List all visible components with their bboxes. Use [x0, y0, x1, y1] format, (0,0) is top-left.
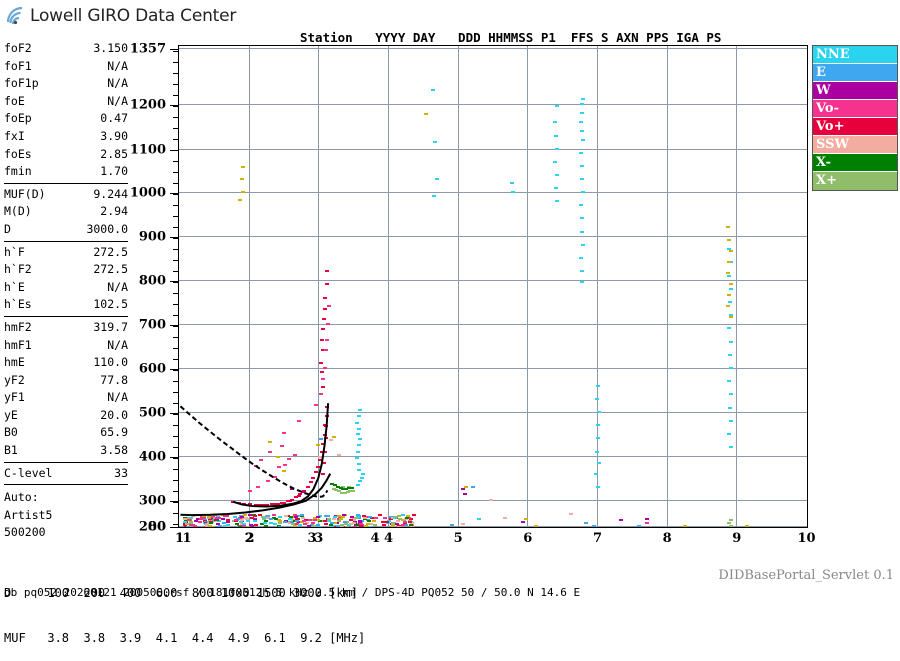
muf-index-number: 1: [182, 531, 191, 546]
ionogram-plot[interactable]: [178, 45, 808, 528]
muf-index-row: 1 2 3 4: [0, 531, 900, 549]
file-footnote: db pq052 20260121 200500.rsf / 181fx512h…: [4, 586, 580, 599]
ordinary-trace-curve: [233, 403, 328, 506]
legend-item-x[interactable]: X-: [813, 154, 897, 172]
muf-dashed-curve: [180, 406, 327, 497]
y-tick-label: 1200: [130, 97, 166, 112]
y-tick-label: 1100: [130, 142, 166, 157]
legend-item-vo[interactable]: Vo-: [813, 100, 897, 118]
muf-table: D 100 200 400 600 800 1000 1500 3000 [km…: [4, 556, 365, 661]
legend-item-nne[interactable]: NNE: [813, 46, 897, 64]
param-name: B0: [4, 424, 18, 442]
y-tick-label: 700: [139, 317, 166, 332]
param-name: hmE: [4, 354, 25, 372]
param-name: h`E: [4, 279, 25, 297]
legend-item-w[interactable]: W: [813, 82, 897, 100]
param-name: hmF2: [4, 319, 32, 337]
muf-frequency-row: MUF 3.8 3.8 3.9 4.1 4.4 4.9 6.1 9.2 [MHz…: [4, 631, 365, 646]
param-name: h`F: [4, 244, 25, 262]
param-name: foEs: [4, 146, 32, 164]
noise-point: [368, 526, 372, 527]
param-name: foEp: [4, 110, 32, 128]
param-name: yE: [4, 407, 18, 425]
legend-item-e[interactable]: E: [813, 64, 897, 82]
plot-canvas: [179, 46, 807, 527]
param-name: M(D): [4, 203, 32, 221]
param-name: hmF1: [4, 337, 32, 355]
brand-logo: Lowell GIRO Data Center: [6, 3, 236, 29]
legend-item-x[interactable]: X+: [813, 172, 897, 190]
param-name: MUF(D): [4, 186, 46, 204]
y-tick-label: 1357: [130, 41, 166, 56]
y-tick-label: 500: [139, 405, 166, 420]
wifi-arc-icon: [6, 6, 28, 26]
y-tick-label: 800: [139, 273, 166, 288]
param-name: fmin: [4, 163, 32, 181]
station-header-labels: Station YYYY DAY DDD HHMMSS P1 FFS S AXN…: [300, 31, 721, 44]
noise-point: [345, 526, 349, 527]
y-tick-label: 1000: [130, 185, 166, 200]
param-name: foE: [4, 93, 25, 111]
param-name: foF2: [4, 40, 32, 58]
y-tick-label: 900: [139, 229, 166, 244]
param-name: D: [4, 221, 11, 239]
param-name: B1: [4, 442, 18, 460]
param-name: h`F2: [4, 261, 32, 279]
scaled-trace-overlay: [179, 46, 806, 526]
servlet-version: DIDBasePortal_Servlet 0.1: [718, 568, 894, 583]
param-name: h`Es: [4, 296, 32, 314]
param-name: yF1: [4, 389, 25, 407]
y-tick-label: 600: [139, 361, 166, 376]
param-name: foF1p: [4, 75, 39, 93]
brand-title: Lowell GIRO Data Center: [30, 6, 236, 26]
param-name: C-level: [4, 465, 52, 483]
noise-point: [318, 526, 322, 527]
param-name: foF1: [4, 58, 32, 76]
param-name: fxI: [4, 128, 25, 146]
noise-point: [410, 526, 414, 527]
muf-index-number: 3: [307, 531, 316, 546]
param-name: yF2: [4, 372, 25, 390]
y-tick-label: 400: [139, 449, 166, 464]
muf-index-number: 4: [370, 531, 379, 546]
muf-index-number: 2: [245, 531, 254, 546]
y-tick-label: 300: [139, 493, 166, 508]
legend-item-vo[interactable]: Vo+: [813, 118, 897, 136]
legend-item-ssw[interactable]: SSW: [813, 136, 897, 154]
